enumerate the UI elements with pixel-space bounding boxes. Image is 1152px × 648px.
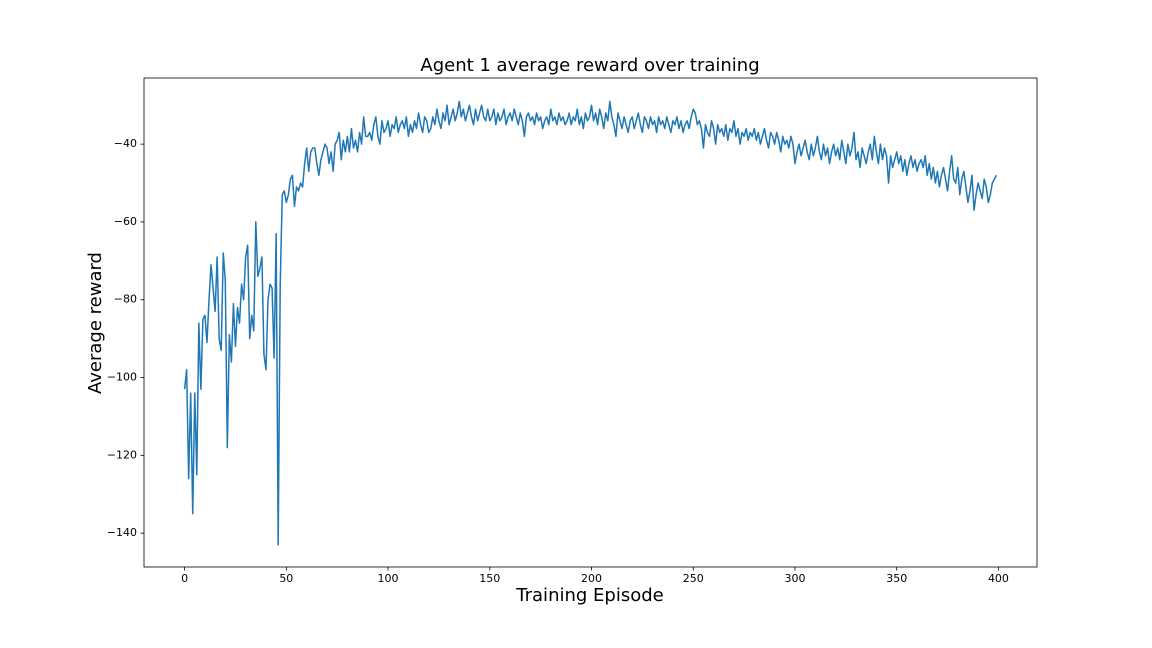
x-axis-label: Training Episode [515,585,663,606]
y-tick-label: −40 [114,137,137,150]
y-axis-label: Average reward [85,252,106,394]
x-tick-label: 150 [479,572,500,585]
y-tick-label: −80 [114,293,137,306]
x-tick-label: 200 [581,572,602,585]
y-tick-label: −140 [107,526,137,539]
x-tick-label: 350 [886,572,907,585]
y-tick-label: −120 [107,448,137,461]
x-tick-label: 0 [181,572,188,585]
plot-frame [143,77,1038,568]
x-tick-label: 400 [988,572,1009,585]
x-tick-label: 300 [784,572,805,585]
chart-title: Agent 1 average reward over training [420,55,759,76]
data-line [183,100,998,546]
y-tick-label: −100 [107,371,137,384]
x-tick-label: 100 [378,572,399,585]
y-tick-label: −60 [114,215,137,228]
x-tick-label: 250 [683,572,704,585]
x-tick-label: 50 [279,572,293,585]
